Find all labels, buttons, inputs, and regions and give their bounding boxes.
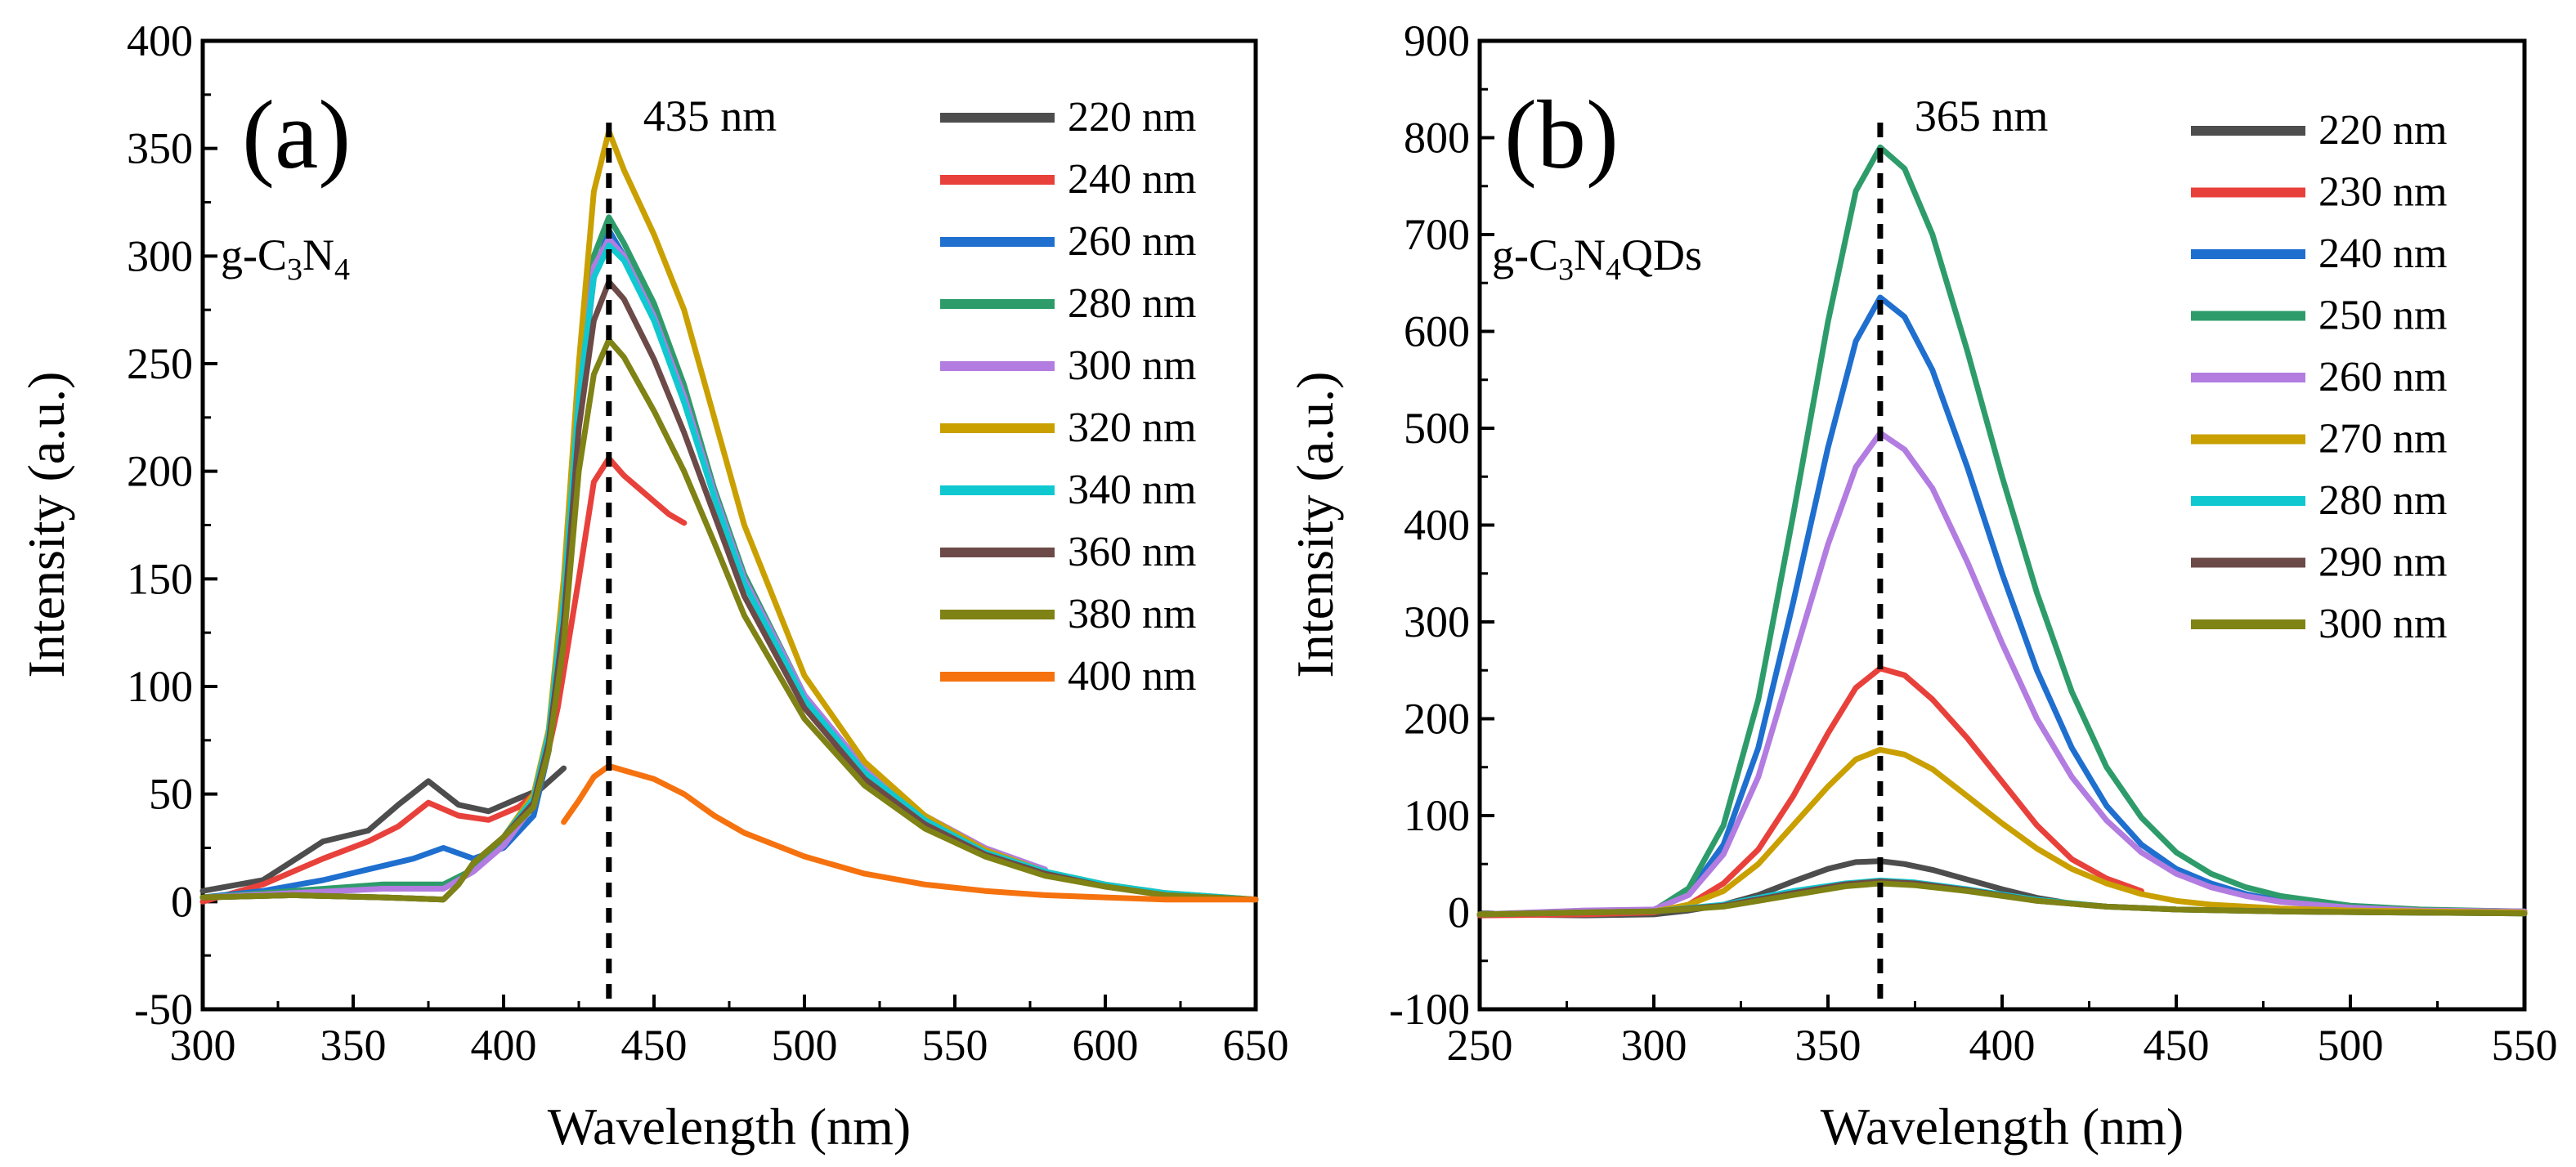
- legend-label: 250 nm: [2318, 293, 2447, 339]
- panel-label-b: (b): [1504, 80, 1619, 189]
- y-tick-label: 300: [1404, 597, 1470, 646]
- x-axis-title-a: Wavelength (nm): [548, 1098, 911, 1156]
- panel-b: 250 300 350 400 450 500 550 -100 0 100 200 300 400 50…: [1286, 16, 2558, 1156]
- y-axis-title-a: Intensity (a.u.): [17, 372, 75, 678]
- series-line-220-nm: [1476, 858, 2075, 919]
- legend-label: 220 nm: [2318, 107, 2447, 154]
- legend-label: 260 nm: [1068, 218, 1196, 265]
- x-tick-label: 450: [621, 1021, 688, 1070]
- series-line-300-nm: [199, 235, 1048, 901]
- legend-label: 290 nm: [2318, 539, 2447, 586]
- series-line-400-nm: [561, 762, 1259, 903]
- legend-label: 280 nm: [2318, 477, 2447, 524]
- x-tick-label: 350: [1795, 1021, 1861, 1070]
- legend-b: 220 nm 230 nm 240 nm 250 nm 260 nm 270 nm 280 …: [2191, 107, 2447, 647]
- y-tick-label: 400: [127, 16, 193, 65]
- y-tick-label: 200: [1404, 695, 1470, 744]
- y-tick-label: 600: [1404, 307, 1470, 356]
- legend-label: 240 nm: [2318, 230, 2447, 277]
- y-tick-label: 200: [127, 447, 193, 496]
- panel-label-a: (a): [242, 80, 351, 189]
- y-tick-label: 0: [1448, 888, 1470, 937]
- series-line-260-nm: [199, 227, 1048, 901]
- x-tick-label: 350: [320, 1021, 387, 1070]
- legend-label: 380 nm: [1068, 591, 1196, 637]
- x-tick-label: 550: [2492, 1021, 2558, 1070]
- x-tick-label: 400: [471, 1021, 537, 1070]
- x-tick-label: 600: [1073, 1021, 1139, 1070]
- x-tick-label: 650: [1223, 1021, 1289, 1070]
- x-tick-label: 300: [170, 1021, 236, 1070]
- series-line-260-nm: [1476, 430, 2528, 918]
- series-line-280-nm: [199, 214, 1048, 901]
- sample-label-a: g-C3N4: [221, 230, 350, 287]
- x-tick-label: 550: [922, 1021, 988, 1070]
- legend-label: 240 nm: [1068, 156, 1196, 203]
- panel-a: 300 350 400 450 500 550 600 650 -50 0 50 100 150 200 2…: [17, 16, 1289, 1156]
- sample-label-b: g-C3N4QDs: [1492, 230, 1702, 287]
- legend-label: 220 nm: [1068, 94, 1196, 141]
- y-tick-label: 900: [1404, 16, 1470, 65]
- x-tick-label: 450: [2144, 1021, 2210, 1070]
- peak-label-b: 365 nm: [1915, 92, 2049, 141]
- y-tick-label: 500: [1404, 404, 1470, 453]
- series-line-240-nm: [199, 455, 688, 905]
- y-tick-label: 700: [1404, 210, 1470, 259]
- y-tick-label: 0: [171, 877, 193, 926]
- y-tick-label: 150: [127, 554, 193, 603]
- y-tick-label: 100: [127, 662, 193, 711]
- series-line-250-nm: [1476, 144, 2528, 918]
- series-line-380-nm: [199, 337, 1259, 903]
- axes-b: 250 300 350 400 450 500 550 -100 0 100 200 300 400 50…: [1389, 16, 2557, 1070]
- legend-label: 320 nm: [1068, 405, 1196, 451]
- y-tick-label: 400: [1404, 501, 1470, 550]
- legend-label: 300 nm: [2318, 601, 2447, 647]
- series-line-230-nm: [1476, 665, 2144, 919]
- series-lines-b: [1476, 144, 2528, 919]
- x-axis-title-b: Wavelength (nm): [1821, 1098, 2184, 1156]
- legend-label: 270 nm: [2318, 416, 2447, 463]
- legend-label: 360 nm: [1068, 529, 1196, 575]
- peak-label-a: 435 nm: [643, 92, 777, 141]
- y-tick-label: -50: [134, 985, 193, 1034]
- series-line-220-nm: [199, 765, 567, 894]
- legend-label: 300 nm: [1068, 342, 1196, 389]
- y-tick-label: 250: [127, 339, 193, 388]
- axes-a: 300 350 400 450 500 550 600 650 -50 0 50 100 150 200 2…: [127, 16, 1289, 1070]
- legend-label: 280 nm: [1068, 280, 1196, 327]
- x-tick-label: 300: [1621, 1021, 1687, 1070]
- series-line-300-nm: [1476, 880, 2528, 918]
- series-line-270-nm: [1476, 746, 2528, 918]
- y-axis-title-b: Intensity (a.u.): [1286, 372, 1344, 678]
- x-tick-label: 400: [1969, 1021, 2036, 1070]
- legend-label: 400 nm: [1068, 653, 1196, 700]
- y-tick-label: 800: [1404, 114, 1470, 163]
- y-tick-label: 100: [1404, 791, 1470, 840]
- legend-label: 340 nm: [1068, 467, 1196, 513]
- y-tick-label: 300: [127, 231, 193, 280]
- legend-label: 230 nm: [2318, 169, 2447, 216]
- y-tick-label: -100: [1389, 985, 1470, 1034]
- y-tick-label: 350: [127, 124, 193, 173]
- series-lines-a: [199, 128, 1259, 905]
- x-tick-label: 500: [772, 1021, 838, 1070]
- x-tick-label: 250: [1447, 1021, 1513, 1070]
- legend-a: 220 nm 240 nm 260 nm 280 nm 300 nm 320 nm 340 …: [940, 94, 1196, 700]
- y-tick-label: 50: [149, 770, 193, 819]
- legend-label: 260 nm: [2318, 354, 2447, 400]
- x-tick-label: 500: [2318, 1021, 2384, 1070]
